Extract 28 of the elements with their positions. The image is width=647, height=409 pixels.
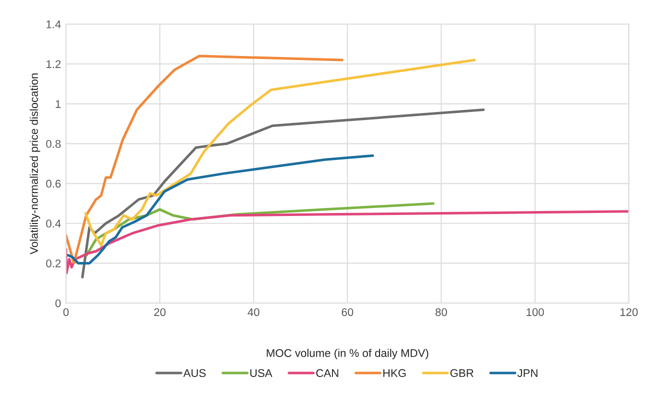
legend-label: HKG: [383, 369, 406, 378]
line-series: [67, 154, 374, 264]
y-tick-label: 0: [55, 299, 61, 308]
x-tick-label: 60: [342, 308, 354, 316]
y-tick-label: 0.6: [46, 180, 61, 188]
line-series: [66, 54, 344, 264]
y-tick-label: 1: [56, 100, 61, 108]
y-tick-label: 0.4: [46, 220, 61, 228]
x-tick-label: 100: [526, 308, 544, 316]
line-series: [84, 58, 476, 247]
legend-label: CAN: [316, 369, 338, 378]
y-tick-label: 1.2: [46, 60, 61, 68]
line-series: [81, 108, 485, 278]
y-axis-title: Volatility-normalized price dislocation: [30, 74, 40, 254]
x-tick-label: 80: [436, 308, 447, 316]
legend-label: JPN: [517, 369, 538, 378]
y-tick-label: 1.4: [46, 20, 61, 28]
legend-label: AUS: [183, 369, 206, 378]
y-tick-label: 0.2: [46, 259, 61, 268]
x-axis-title: MOC volume (in % of daily MDV): [266, 348, 428, 360]
legend-label: GBR: [450, 369, 474, 378]
x-tick-label: 20: [154, 308, 166, 316]
legend-label: USA: [250, 369, 272, 378]
x-tick-label: 40: [248, 308, 260, 316]
y-tick-label: 0.8: [46, 140, 61, 148]
x-tick-label: 120: [620, 308, 638, 316]
line-series: [66, 210, 629, 274]
x-tick-label: 0: [63, 308, 69, 316]
